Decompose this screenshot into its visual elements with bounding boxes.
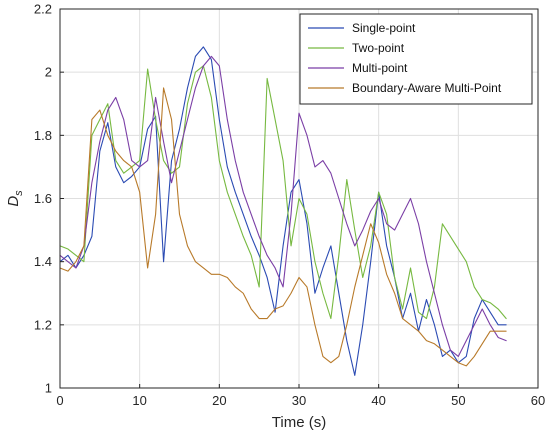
series-line-4 [59,87,507,367]
tick-layer: 0 10 20 30 40 50 60 1 1.2 1.4 1.6 1.8 2 2.2 [34,2,545,409]
legend: Single-point Two-point Multi-point Boundary… [299,13,533,105]
legend-label: Boundary-Aware Multi-Point [352,81,502,95]
y-tick-label: 1.8 [34,128,52,143]
series-layer [59,46,507,376]
y-axis-label-subscript: s [13,190,25,196]
x-tick-label: 20 [212,393,226,408]
y-tick-label: 1.6 [34,191,52,206]
x-tick-label: 10 [132,393,146,408]
legend-label: Multi-point [352,61,408,75]
legend-label: Single-point [352,21,416,35]
legend-label: Two-point [352,41,405,55]
series-line-1 [59,46,507,376]
series-line-2 [59,65,507,320]
y-axis-label-main: D [5,196,22,207]
y-axis-label: Ds [5,190,25,207]
x-axis-label: Time (s) [272,414,326,431]
x-tick-label: 30 [292,393,306,408]
y-tick-label: 1 [45,381,52,396]
legend-box [299,13,533,105]
x-tick-label: 60 [531,393,545,408]
series-line-3 [59,55,507,357]
y-tick-label: 2.2 [34,2,52,17]
x-tick-label: 40 [371,393,385,408]
y-tick-label: 1.2 [34,317,52,332]
legend-items: Single-point Two-point Multi-point Boundary… [308,21,502,95]
y-tick-label: 1.4 [34,254,52,269]
y-tick-label: 2 [45,65,52,80]
x-tick-label: 0 [56,393,63,408]
x-tick-label: 50 [451,393,465,408]
